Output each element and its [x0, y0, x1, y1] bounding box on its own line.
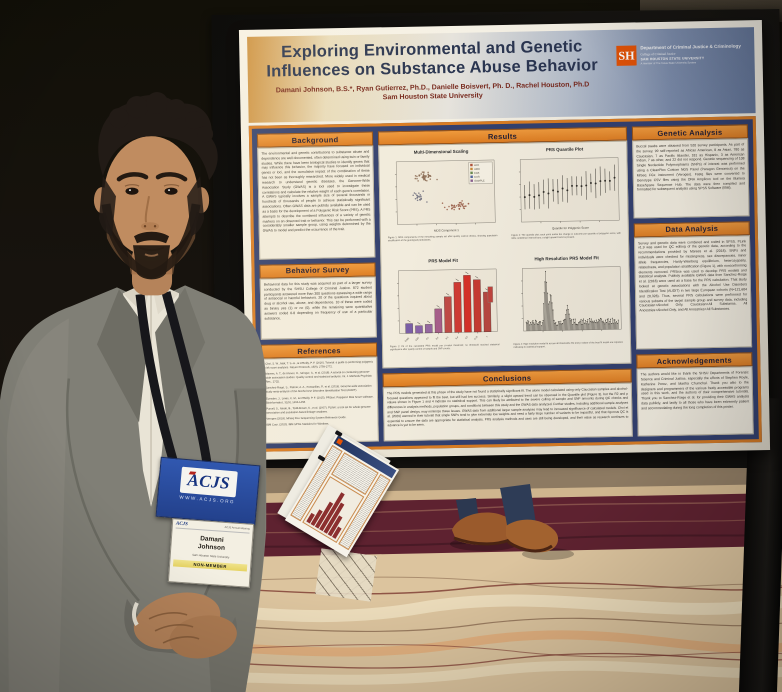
section-acknowledgements: Acknowledgements The authors would like …: [636, 352, 754, 437]
svg-text:EUR: EUR: [474, 176, 480, 179]
svg-text:0.4: 0.4: [456, 336, 460, 340]
section-body: Buccal swabs were obtained from 520 surv…: [632, 138, 750, 219]
section-data-analysis: Data Analysis Survey and genetic data we…: [633, 220, 753, 350]
conference-name-badge: ACJS ACJS Annual Meeting Damani Johnson …: [167, 518, 255, 588]
acjs-logo: ACJS: [179, 466, 238, 498]
section-body: Behavioral data for this study was acqui…: [259, 276, 377, 340]
chart-title: PRS Quantile Plot: [545, 146, 584, 153]
section-body: The environmental and genetic contributi…: [257, 145, 376, 260]
hair: [98, 92, 218, 237]
svg-text:EAS: EAS: [474, 172, 479, 175]
handout-logo-square: [336, 438, 344, 446]
section-body: Survey and genetic data were combined an…: [633, 234, 753, 350]
suit-lapel: [96, 289, 150, 423]
chart-title: High Resolution PRS Model Fit: [534, 254, 599, 262]
svg-text:0.2: 0.2: [436, 336, 440, 340]
svg-text:AMR: AMR: [474, 168, 480, 171]
reference-item: Euesden, J., Lewis, C. M., & O'Reilly, P…: [265, 395, 374, 405]
eyes: [124, 184, 180, 195]
chart-title: Multi-Dimensional Scaling: [413, 148, 469, 155]
results-panel: Multi-Dimensional Scaling AFR AMR EAS EUR SA…: [378, 140, 632, 369]
figure-caption: Figure 4: High resolution model fit acro…: [513, 341, 624, 349]
svg-text:0.1: 0.1: [426, 336, 430, 340]
pant-leg: [500, 484, 536, 530]
figure-caption: Figure 1: MDS components of the remainin…: [387, 235, 498, 243]
svg-text:0.05: 0.05: [416, 337, 421, 342]
section-behavior-survey: Behavior Survey Behavioral data for this…: [259, 262, 377, 340]
sideburn: [187, 176, 205, 237]
section-body: The authors would like to thank the SHSU…: [636, 366, 754, 437]
shirt-cuff: [132, 601, 139, 626]
svg-text:0.3: 0.3: [446, 336, 450, 340]
poster-header: Exploring Environmental and Genetic Infl…: [247, 27, 756, 123]
svg-text:1: 1: [486, 335, 489, 338]
chart-quantile: PRS Quantile Plot Quantile for Polygenic…: [506, 145, 626, 254]
chart-model-fit: PRS Model Fit 0.001 0.05 0.1 0.2 0.3 0.4 0.5 0.…: [384, 256, 504, 365]
badge-meeting-label: ACJS Annual Meeting: [224, 525, 250, 531]
svg-text:Quantile for Polygenic Score: Quantile for Polygenic Score: [551, 226, 588, 231]
svg-text:SAMPLE: SAMPLE: [474, 180, 485, 183]
poster-content: Background The environmental and genetic…: [248, 116, 762, 452]
svg-text:0.001: 0.001: [405, 337, 411, 343]
chart-mds: Multi-Dimensional Scaling AFR AMR EAS EUR SA…: [382, 147, 502, 256]
presenter-person: [0, 92, 267, 692]
section-body: Choi, S. W., Mak, T. S.-H., & O'Reilly, …: [261, 356, 379, 444]
reference-item: Verogen (2018). MiSeq FGx Sequencing Sys…: [266, 415, 347, 421]
eyebrow: [155, 172, 188, 182]
quantile-plot: Quantile for Polygenic Score: [518, 157, 620, 231]
reference-item: Purcell, S., Neale, B., Todd-Brown, K., …: [266, 405, 371, 415]
svg-text:0.75: 0.75: [474, 336, 479, 341]
high-resolution-fit-plot: [520, 266, 622, 333]
clasped-hands: [124, 592, 237, 659]
section-conclusions: Conclusions The PRS models generated at …: [382, 368, 633, 442]
logo-system-line: A member of The Texas State University S…: [640, 61, 697, 66]
face: [103, 136, 199, 257]
reference-item: Marees, A. T., de Kluiver, H., Stringer,…: [265, 370, 373, 384]
figure-caption: Figure 2: Fit of the calculated PRS mode…: [390, 344, 500, 352]
reference-item: Sanchez-Roige, S., Palmer, A. A., Fontan…: [265, 385, 372, 395]
reference-item: Choi, S. W., Mak, T. S.-H., & O'Reilly, …: [265, 360, 374, 370]
sideburn: [98, 176, 116, 237]
section-genetic-analysis: Genetic Analysis Buccal swabs were obtai…: [631, 124, 750, 219]
section-references: References Choi, S. W., Mak, T. S.-H., &…: [260, 342, 379, 444]
research-poster: Exploring Environmental and Genetic Infl…: [238, 20, 771, 460]
section-background: Background The environmental and genetic…: [256, 131, 376, 260]
prs-model-fit-bar-chart: 0.001 0.05 0.1 0.2 0.3 0.4 0.5 0.75 1: [397, 268, 498, 343]
badge-org-mark: ACJS: [175, 521, 189, 528]
chart-hires-fit: High Resolution PRS Model Fit Figure 4: …: [508, 253, 628, 362]
shsu-logo-block: SH Department of Criminal Justice & Crim…: [616, 27, 756, 116]
badge-membership-ribbon: NON-MEMBER: [173, 558, 248, 572]
svg-text:MDS Component 1: MDS Component 1: [434, 228, 459, 232]
chart-title: PRS Model Fit: [428, 257, 458, 264]
passerby-feet: [450, 484, 574, 560]
brown-shoe: [506, 519, 559, 553]
reference-item: IBM Corp. (2020). IBM SPSS Statistics fo…: [266, 422, 330, 427]
eyebrow: [116, 172, 149, 182]
shsu-monogram: SH: [616, 45, 637, 66]
section-body: The PRS models generated at this phase o…: [382, 382, 633, 442]
section-results: Results Multi-Dimensional Scaling AFR AMR…: [377, 126, 632, 369]
nose: [141, 196, 160, 231]
svg-text:AFR: AFR: [474, 164, 479, 167]
head: [93, 92, 218, 296]
figure-caption: Figure 3: The quantile plot; each point …: [511, 233, 621, 241]
svg-text:0.5: 0.5: [465, 336, 469, 340]
acjs-badge-holder: ACJS WWW.ACJS.ORG: [155, 456, 261, 526]
brown-shoe: [452, 512, 519, 545]
mustache-goatee: [132, 231, 171, 280]
